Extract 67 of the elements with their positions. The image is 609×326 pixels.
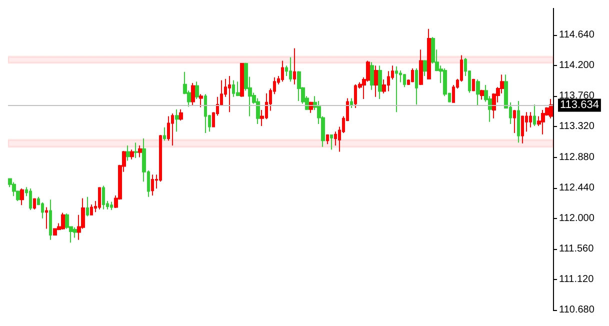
candlestick (240, 63, 244, 98)
candlestick (403, 73, 406, 88)
candlestick (395, 66, 398, 113)
candlestick (476, 79, 480, 106)
candlestick (163, 126, 166, 142)
candlestick (541, 110, 545, 135)
candlestick (29, 188, 32, 211)
candlestick (199, 94, 203, 108)
candlestick (90, 204, 93, 216)
y-tick-label: 114.640 (559, 30, 595, 41)
candlestick (12, 182, 16, 197)
candlestick (293, 48, 296, 85)
candlestick (281, 60, 284, 82)
candlestick (179, 108, 183, 121)
candlestick (378, 65, 382, 100)
candlestick (472, 78, 475, 92)
candlestick (167, 116, 170, 142)
candlestick (521, 115, 524, 144)
y-tick-label: 113.320 (559, 121, 595, 132)
candlestick (350, 98, 353, 108)
y-tick-label: 114.200 (559, 60, 595, 72)
ref-line-label: 113.634 (560, 99, 599, 112)
candlestick (151, 174, 154, 196)
candlestick (374, 65, 378, 98)
candlestick (415, 68, 418, 105)
candlestick (549, 98, 553, 119)
candlestick (370, 62, 374, 90)
candlestick (45, 206, 48, 230)
candlestick (427, 28, 431, 80)
candlestick (423, 60, 427, 77)
candlestick (134, 142, 138, 158)
candlestick (204, 94, 207, 134)
candlestick (297, 70, 301, 102)
candlestick (138, 144, 142, 158)
candlestick (110, 201, 113, 211)
candlestick (326, 134, 329, 145)
candlestick (236, 81, 240, 97)
candlestick (330, 134, 333, 150)
candlestick (175, 108, 179, 132)
candlestick (49, 199, 52, 240)
candlestick (289, 56, 292, 82)
candlestick (171, 113, 174, 146)
y-tick-label: 111.560 (559, 243, 594, 254)
candlestick (73, 226, 77, 238)
candlestick (98, 186, 101, 210)
candlestick (61, 212, 65, 230)
y-tick-label: 112.000 (559, 212, 595, 224)
candlestick (513, 110, 516, 134)
candlestick (20, 188, 24, 206)
candlestick (86, 196, 89, 217)
candlestick (126, 144, 130, 162)
candlestick (130, 149, 134, 160)
candlestick (529, 112, 532, 128)
candlestick (33, 198, 36, 210)
candlestick (195, 81, 199, 100)
candlestick (533, 104, 536, 127)
y-tick-label: 111.120 (559, 274, 594, 285)
y-tick-label: 112.880 (559, 152, 595, 163)
candlestick (102, 185, 105, 210)
candlestick (411, 68, 414, 83)
candlestick (480, 89, 484, 100)
candlestick (517, 100, 520, 144)
candlestick (228, 76, 231, 113)
y-tick-label: 112.440 (559, 182, 595, 194)
candlestick (191, 82, 195, 106)
y-tick-label: 110.680 (559, 304, 595, 316)
candlestick (419, 49, 423, 86)
